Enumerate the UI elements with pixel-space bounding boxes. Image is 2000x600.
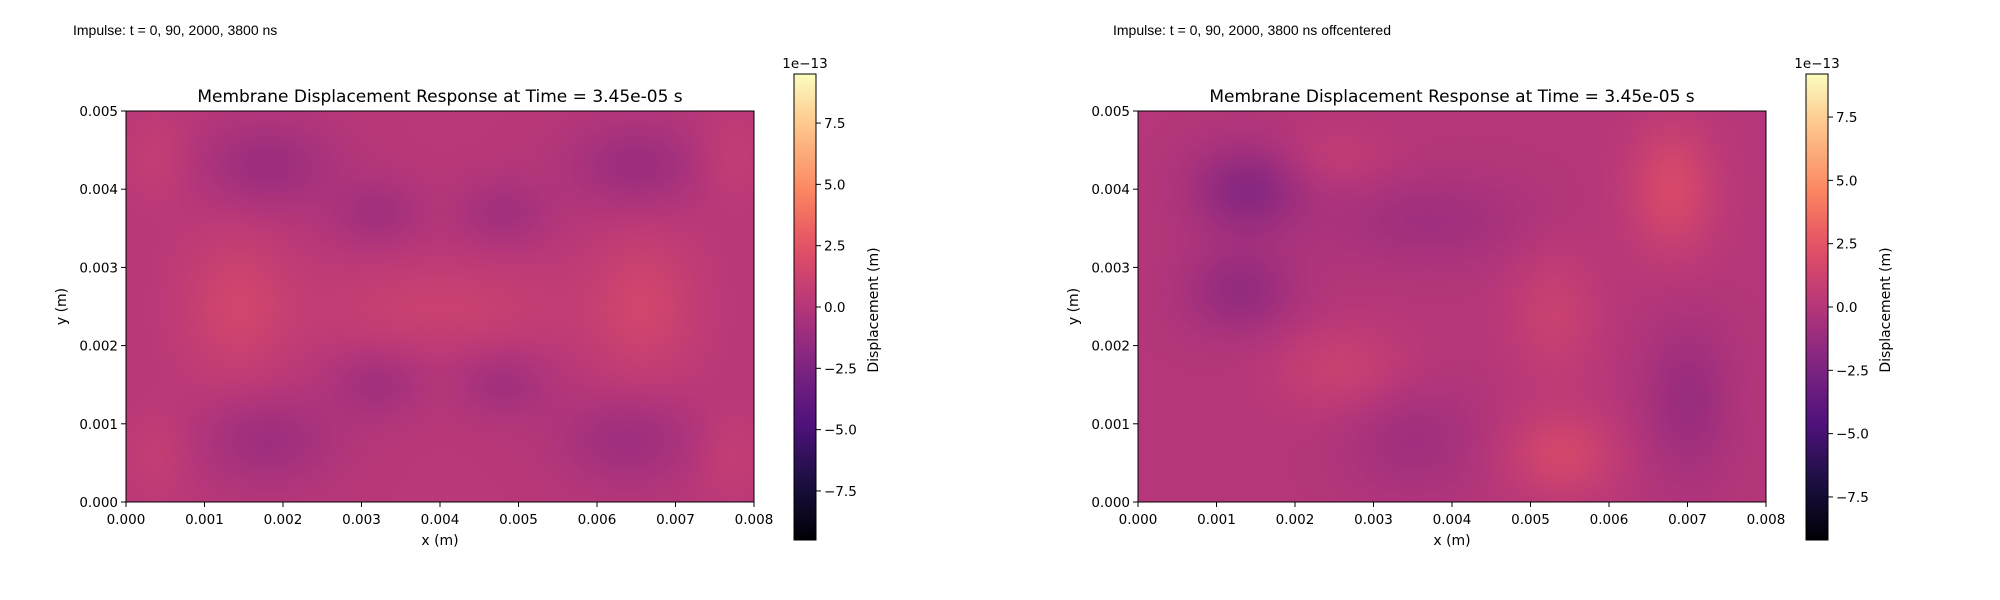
colorbar-tick-label: −2.5 — [1836, 363, 1869, 379]
colorbar — [1805, 73, 1829, 541]
y-tick-label: 0.003 — [1091, 260, 1130, 276]
y-tick-label: 0.000 — [1091, 495, 1130, 511]
colorbar-tick-label: −2.5 — [824, 361, 857, 377]
x-tick-label: 0.002 — [1276, 512, 1315, 528]
colorbar-tick-label: −7.5 — [824, 484, 857, 500]
colorbar-tick-label: 2.5 — [824, 239, 845, 255]
heatmap-image — [126, 111, 754, 502]
x-tick-label: 0.001 — [185, 512, 224, 528]
colorbar-offset-text: 1e−13 — [782, 56, 827, 72]
x-tick-label: 0.008 — [735, 512, 774, 528]
x-axis-label: x (m) — [421, 533, 458, 549]
chart-title: Membrane Displacement Response at Time =… — [197, 87, 682, 107]
x-tick-label: 0.007 — [1668, 512, 1707, 528]
colorbar-tick-label: 7.5 — [824, 116, 845, 132]
y-tick-label: 0.005 — [79, 104, 118, 120]
x-tick-label: 0.005 — [1511, 512, 1550, 528]
x-axis-label: x (m) — [1433, 533, 1470, 549]
x-tick-label: 0.007 — [656, 512, 695, 528]
x-tick-label: 0.006 — [1590, 512, 1629, 528]
panel-caption-right: Impulse: t = 0, 90, 2000, 3800 ns offcen… — [1113, 22, 1391, 38]
x-tick-label: 0.003 — [1354, 512, 1393, 528]
x-tick-label: 0.005 — [499, 512, 538, 528]
x-tick-label: 0.000 — [1119, 512, 1158, 528]
colorbar-tick-label: −7.5 — [1836, 490, 1869, 506]
colorbar-tick-label: 7.5 — [1836, 110, 1857, 126]
x-tick-label: 0.006 — [578, 512, 617, 528]
y-tick-label: 0.005 — [1091, 104, 1130, 120]
colorbar-tick-label: 0.0 — [1836, 300, 1857, 316]
y-tick-label: 0.004 — [79, 182, 118, 198]
y-axis-label: y (m) — [1066, 288, 1082, 325]
colorbar — [793, 73, 817, 541]
colorbar-tick-label: 5.0 — [1836, 173, 1857, 189]
x-tick-label: 0.000 — [107, 512, 146, 528]
y-axis-label: y (m) — [54, 288, 70, 325]
y-tick-label: 0.001 — [1091, 417, 1130, 433]
x-tick-label: 0.008 — [1747, 512, 1786, 528]
y-tick-label: 0.002 — [79, 339, 118, 355]
x-tick-label: 0.001 — [1197, 512, 1236, 528]
colorbar-tick-label: 5.0 — [824, 177, 845, 193]
chart-title: Membrane Displacement Response at Time =… — [1209, 87, 1694, 107]
heatmap-image — [1138, 111, 1766, 502]
colorbar-label: Displacement (m) — [1878, 247, 1894, 372]
y-tick-label: 0.002 — [1091, 339, 1130, 355]
panel-caption-left: Impulse: t = 0, 90, 2000, 3800 ns — [73, 22, 278, 38]
colorbar-tick-label: −5.0 — [824, 423, 857, 439]
colorbar-tick-label: 2.5 — [1836, 237, 1857, 253]
colorbar-offset-text: 1e−13 — [1794, 56, 1839, 72]
x-tick-label: 0.004 — [1433, 512, 1472, 528]
colorbar-tick-label: −5.0 — [1836, 427, 1869, 443]
colorbar-label: Displacement (m) — [866, 247, 882, 372]
y-tick-label: 0.001 — [79, 417, 118, 433]
chart-panel-1: Membrane Displacement Response at Time =… — [54, 56, 882, 549]
chart-panel-2: Membrane Displacement Response at Time =… — [1066, 56, 1894, 549]
x-tick-label: 0.004 — [421, 512, 460, 528]
y-tick-label: 0.004 — [1091, 182, 1130, 198]
y-tick-label: 0.003 — [79, 260, 118, 276]
colorbar-tick-label: 0.0 — [824, 300, 845, 316]
x-tick-label: 0.003 — [342, 512, 381, 528]
y-tick-label: 0.000 — [79, 495, 118, 511]
x-tick-label: 0.002 — [264, 512, 303, 528]
